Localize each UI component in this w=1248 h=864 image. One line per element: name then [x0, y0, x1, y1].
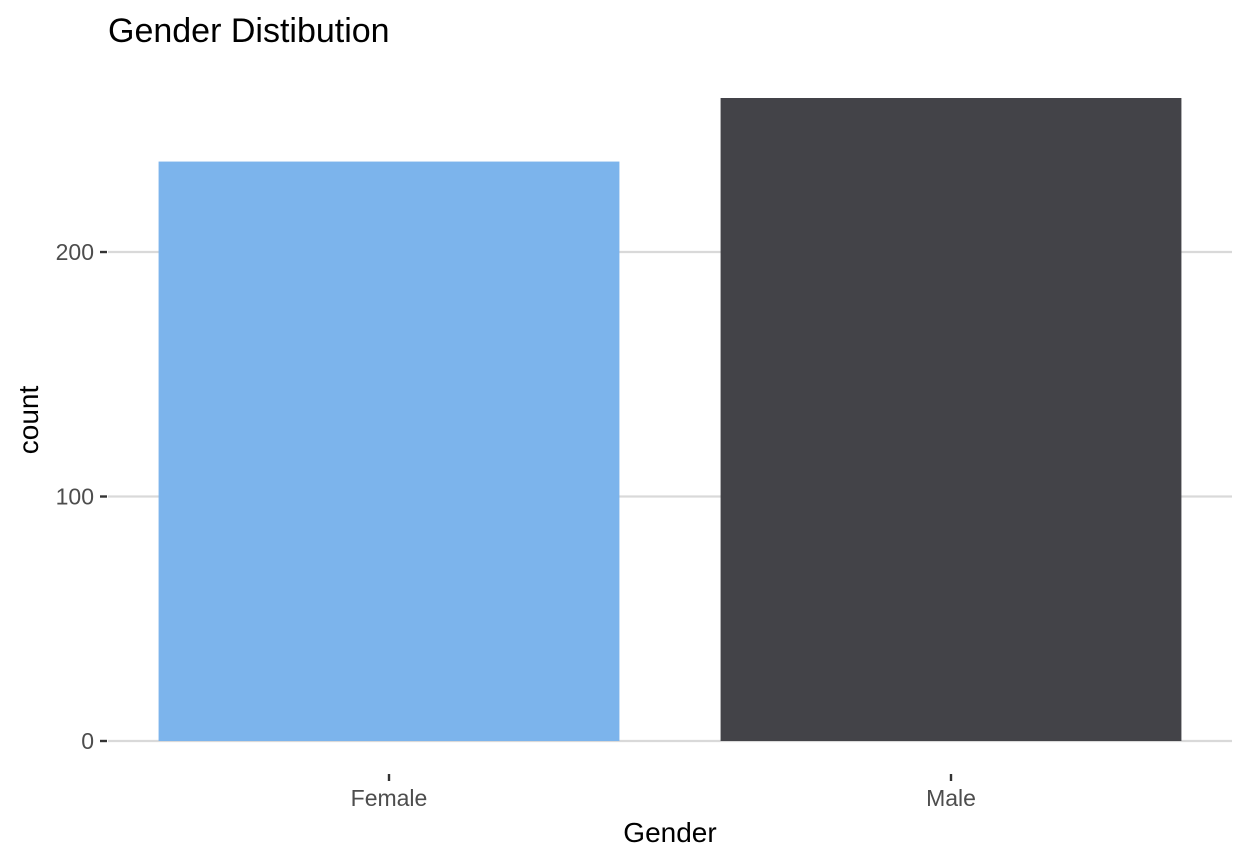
y-tick-label-0: 0 [81, 728, 94, 754]
y-tick-label-200: 200 [56, 239, 94, 265]
bars [158, 98, 1182, 742]
x-tick-label-male: Male [926, 785, 976, 811]
x-axis-title: Gender [623, 817, 716, 848]
x-tick-label-female: Female [351, 785, 428, 811]
x-axis: Female Male [351, 774, 976, 811]
bar-female [158, 161, 620, 742]
y-tick-label-100: 100 [56, 484, 94, 510]
chart-title: Gender Distibution [108, 12, 390, 50]
bar-male [720, 98, 1182, 741]
y-axis-title: count [13, 386, 44, 455]
y-axis: 0 100 200 [56, 239, 107, 754]
